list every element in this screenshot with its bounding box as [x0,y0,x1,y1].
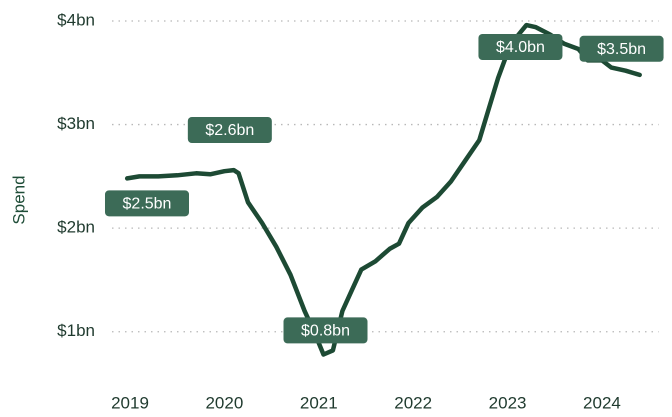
annotation-label: $2.6bn [205,122,254,139]
annotation: $0.8bn [283,317,368,344]
annotation-label: $2.5bn [123,196,172,213]
y-tick-label: $4bn [57,10,95,29]
line [124,22,642,357]
x-tick-label: 2020 [205,393,243,412]
annotation: $2.6bn [187,117,272,143]
y-tick-label: $2bn [57,218,95,237]
annotation-label: $3.5bn [597,41,646,58]
x-tick-label: 2019 [111,393,149,412]
annotation: $2.5bn [104,190,189,217]
y-axis-title: Spend [9,175,28,224]
x-tick-label: 2023 [489,393,527,412]
y-tick-label: $1bn [57,321,95,340]
x-tick-label: 2021 [300,393,338,412]
annotation-box [478,34,563,60]
annotation-box [104,190,189,217]
annotation-label: $4.0bn [496,39,545,56]
annotation: $4.0bn [478,34,563,60]
annotation-box [187,117,272,143]
annotation-box [579,35,664,62]
x-tick-label: 2024 [583,393,621,412]
x-tick-label: 2022 [394,393,432,412]
annotation-label: $0.8bn [301,323,350,340]
y-tick-label: $3bn [57,114,95,133]
annotation: $3.5bn [579,35,664,62]
annotation-box [283,317,368,344]
